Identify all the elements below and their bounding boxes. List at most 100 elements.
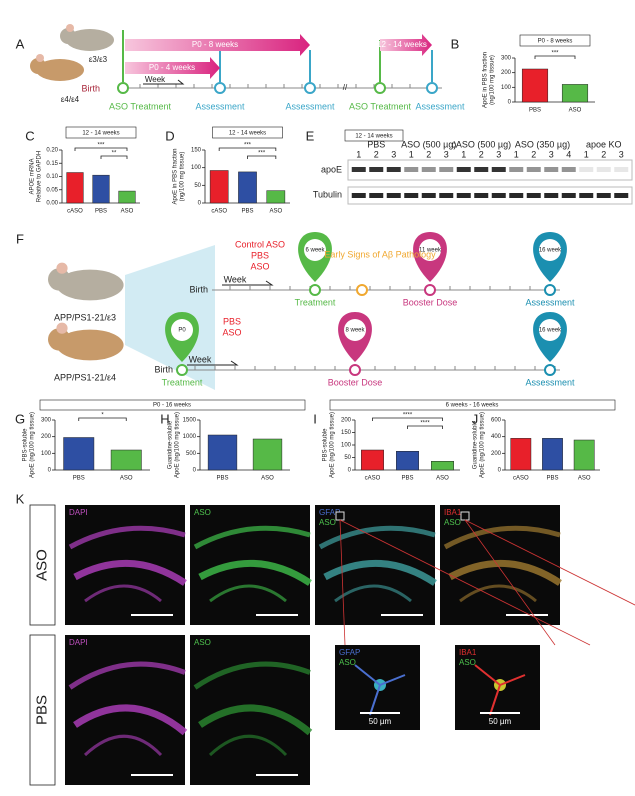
title-box [65,126,137,139]
event-label: Assessment [525,377,575,387]
mouse-icon [60,28,76,44]
y-tick-label: 0 [348,468,352,474]
blot-band [614,193,629,198]
group-label: PBS [251,250,269,260]
y-tick-label: 150 [341,430,352,436]
blot-band [596,193,611,198]
row-label: PBS [33,695,50,725]
bar [209,170,229,204]
period-arrow [380,34,432,56]
blot-band [439,193,454,198]
chart-title: P0 - 8 weeks [538,39,573,45]
scale-label: 50 µm [489,717,512,726]
period-arrow [125,57,220,79]
bar [252,438,283,471]
y-tick-label: 100 [341,443,352,449]
blot-band [474,193,489,198]
blot-band [614,167,629,172]
lane-label: 3 [444,149,449,159]
scale-label: 50 µm [369,717,392,726]
y-tick-label: 200 [501,70,512,76]
blot-band [579,193,594,198]
week-label: Week [224,274,247,284]
row-label: ASO [33,549,50,581]
birth-label: Birth [81,83,100,93]
week-label: Week [145,75,166,84]
blot-band [386,193,401,198]
blot-band [491,193,506,198]
blot-band [369,193,384,198]
group-label: PBS [367,139,385,149]
tissue [84,584,162,603]
event-marker [426,82,438,94]
y-tick-label: 1500 [183,418,197,424]
y-axis-label: ApoE (ng/100 mg tissue) [175,412,181,478]
significance-bracket [78,417,127,421]
week-label: Week [189,354,212,364]
x-tick-label: cASO [513,476,529,482]
x-tick-label: PBS [216,476,228,482]
mouse-icon [30,58,46,74]
y-axis-label: APOE mRNA [30,158,36,194]
x-tick-label: ASO [436,476,449,482]
panel-label: I [313,411,317,426]
y-tick-label: 300 [501,56,512,62]
y-axis-label: ApoE (ng/100 mg tissue) [330,412,336,478]
pin-center [539,319,561,341]
event-marker [424,284,436,296]
x-tick-label: PBS [529,108,541,114]
blot-band [509,167,524,172]
x-tick-label: ASO [120,476,133,482]
significance-bracket [534,55,576,59]
panel-label: A [16,36,25,51]
event-marker [176,364,188,376]
panel-label: J [472,411,479,426]
bar [266,190,286,204]
y-axis-label: Guanidine-soluble [473,420,479,469]
tissue [198,559,312,586]
section-header [39,399,306,411]
event-label: Assessment [525,297,575,307]
mouse-icon [66,29,114,51]
blot-band [526,193,541,198]
significance-label: *** [551,51,559,57]
panel-label: E [306,128,315,143]
channel-label: ASO [459,658,476,667]
zoom-line [464,519,556,646]
y-tick-label: 100 [41,451,52,457]
lane-label: 2 [601,149,606,159]
pin-label: 11 week [419,248,442,254]
bar [110,449,142,471]
pin-center [419,239,441,261]
y-tick-label: 0 [193,468,197,474]
channel-label: GFAP [319,508,340,517]
event-marker [304,82,316,94]
group-label: ASO (500 µg) [401,139,456,149]
genotype: ε3/ε3 [89,55,108,64]
y-tick-label: 0 [498,468,502,474]
period: P0 - 4 weeks [149,63,195,72]
event-label: Booster Dose [328,377,383,387]
panel-label: G [15,411,25,426]
blot-band [439,167,454,172]
mouse-icon [36,59,84,81]
period: P0 - 8 weeks [192,40,238,49]
mouse-icon [48,268,71,291]
significance-bracket [100,155,128,159]
significance-label: *** [97,143,105,149]
zoom-line [339,519,591,646]
significance-bracket [407,425,443,429]
significance-label: *** [244,143,252,149]
zoom-line [339,519,346,646]
blot-band [544,193,559,198]
x-tick-label: PBS [546,476,558,482]
y-axis-label: Guanidine-soluble [168,420,174,469]
pin-label: 6 week [305,248,325,254]
y-tick-label: 0 [198,201,202,207]
tissue [68,525,186,550]
genotype: ε4/ε4 [61,95,80,104]
week-arrow [222,280,274,286]
x-tick-label: PBS [401,476,413,482]
y-axis-label: ApoE (ng/100 mg tissue) [480,412,486,478]
